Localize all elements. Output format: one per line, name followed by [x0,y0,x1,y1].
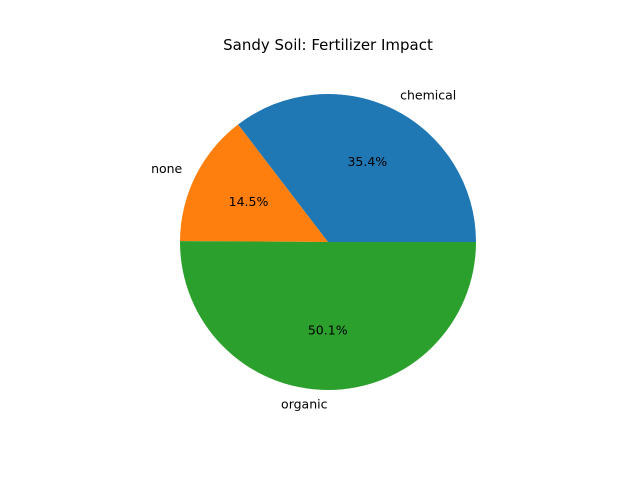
chart-title: Sandy Soil: Fertilizer Impact [223,36,433,54]
pie-labels: chemical 35.4% none 14.5% organic 50.1% [151,88,456,412]
pie-slice-none [180,124,328,242]
slice-label-chemical: chemical [400,88,456,103]
pie-slices [180,94,477,390]
slice-percent-chemical: 35.4% [347,154,387,169]
slice-percent-organic: 50.1% [308,322,348,337]
slice-label-organic: organic [281,396,328,411]
slice-label-none: none [151,161,182,176]
slice-percent-none: 14.5% [229,194,269,209]
pie-slice-chemical [238,94,477,242]
pie-slice-organic [180,241,476,390]
